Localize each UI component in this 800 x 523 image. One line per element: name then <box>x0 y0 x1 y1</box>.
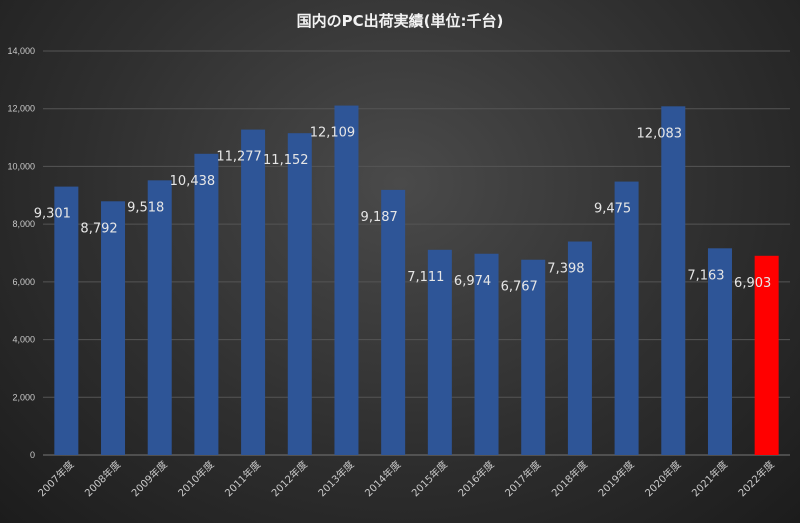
bar <box>147 180 172 455</box>
data-label: 12,109 <box>310 126 356 141</box>
data-label: 6,767 <box>501 280 538 295</box>
bar <box>241 129 266 455</box>
y-axis-ticks: 0 2,000 4,000 6,000 8,000 10,000 12,000 14,000 <box>7 46 35 460</box>
x-tick-label: 2007年度 <box>35 458 76 499</box>
x-tick-label: 2018年度 <box>549 458 590 499</box>
bar <box>661 106 686 455</box>
y-tick-label: 4,000 <box>12 335 35 345</box>
bar <box>287 133 312 455</box>
data-label: 6,903 <box>734 276 771 291</box>
y-tick-label: 12,000 <box>7 104 35 114</box>
y-tick-label: 10,000 <box>7 161 35 171</box>
x-tick-label: 2012年度 <box>269 458 310 499</box>
y-tick-label: 8,000 <box>12 219 35 229</box>
bar <box>521 259 546 455</box>
x-tick-label: 2014年度 <box>362 458 403 499</box>
y-tick-label: 6,000 <box>12 277 35 287</box>
data-label: 8,792 <box>80 221 117 236</box>
y-tick-label: 14,000 <box>7 46 35 56</box>
bar <box>427 249 452 455</box>
data-label: 12,083 <box>637 126 683 141</box>
bar <box>54 186 79 455</box>
data-label: 9,475 <box>594 202 631 217</box>
data-label: 9,301 <box>34 207 71 222</box>
x-tick-label: 2017年度 <box>502 458 543 499</box>
bar <box>194 153 219 456</box>
x-tick-label: 2016年度 <box>455 458 496 499</box>
bar <box>754 255 779 455</box>
x-axis-ticks: 2007年度 2008年度 2009年度 2010年度 2011年度 2012年度 2013… <box>35 458 777 499</box>
y-tick-label: 2,000 <box>12 392 35 402</box>
data-label: 7,111 <box>407 270 444 285</box>
x-tick-label: 2013年度 <box>315 458 356 499</box>
x-tick-label: 2019年度 <box>595 458 636 499</box>
bars <box>54 105 779 456</box>
bar <box>334 105 359 456</box>
x-tick-label: 2010年度 <box>175 458 216 499</box>
x-tick-label: 2021年度 <box>689 458 730 499</box>
chart-title: 国内のPC出荷実績(単位:千台) <box>296 12 504 30</box>
data-label: 10,438 <box>170 174 216 189</box>
x-tick-label: 2009年度 <box>129 458 170 499</box>
data-label: 7,163 <box>687 268 724 283</box>
data-label: 11,152 <box>263 153 309 168</box>
bar <box>101 201 126 455</box>
y-tick-label: 0 <box>30 450 35 460</box>
bar <box>707 248 732 455</box>
x-tick-label: 2008年度 <box>82 458 123 499</box>
x-tick-label: 2022年度 <box>735 458 776 499</box>
data-label: 9,518 <box>127 200 164 215</box>
bar <box>381 189 406 455</box>
x-tick-label: 2011年度 <box>222 458 263 499</box>
data-label: 6,974 <box>454 274 491 289</box>
data-label: 7,398 <box>547 262 584 277</box>
x-tick-label: 2020年度 <box>642 458 683 499</box>
bar <box>474 253 499 455</box>
data-label: 11,277 <box>216 150 262 165</box>
data-label: 9,187 <box>361 210 398 225</box>
bar <box>614 181 639 456</box>
x-tick-label: 2015年度 <box>409 458 450 499</box>
bar <box>567 241 592 455</box>
